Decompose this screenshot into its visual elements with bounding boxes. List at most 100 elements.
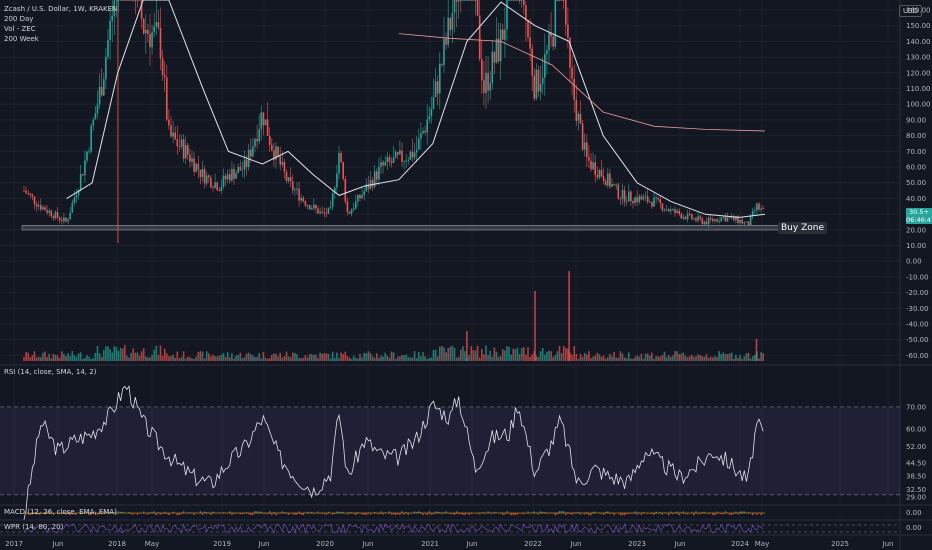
macd-histogram-bar [594,511,596,514]
candle-body [82,174,84,176]
candle-body [161,58,164,75]
candle-body [718,221,720,223]
candle-body [596,174,599,178]
macd-histogram-bar [353,513,355,514]
volume-bar [428,357,431,361]
candle-body [481,59,483,81]
legend-symbol: Zcash / U.S. Dollar, 1W, KRAKEN [4,5,118,13]
volume-bar [674,351,676,361]
macd-histogram-bar [512,513,514,515]
candle-body [684,216,687,220]
macd-histogram-bar [682,511,685,514]
macd-tick-label: 0.00 [906,509,922,517]
candle-body [523,0,525,6]
time-tick-label: Jun [570,540,582,548]
candle-body [65,217,67,222]
volume-bar [233,358,235,361]
macd-histogram-bar [422,513,424,516]
volume-bar [220,354,223,361]
volume-bar [672,355,674,361]
candle-body [657,197,659,200]
candle-body [292,181,294,191]
volume-bar [256,357,258,361]
currency-badge[interactable]: USD [899,5,922,17]
candle-body [189,154,191,162]
volume-bar [476,345,479,361]
macd-histogram-bar [703,511,706,514]
candle-body [271,144,273,151]
candle-body [401,150,403,162]
volume-bar [474,350,477,361]
volume-bar [516,347,519,361]
volume-bar [338,358,340,361]
time-tick-label: 2018 [108,540,126,548]
macd-histogram-bar [52,513,55,515]
volume-bar [716,357,718,361]
macd-histogram-bar [201,513,204,515]
macd-histogram-bar [388,511,391,514]
macd-histogram-bar [628,513,630,514]
volume-bar [294,352,296,361]
macd-histogram-bar [302,513,304,516]
candle-body [46,210,48,213]
candle-body [541,77,544,84]
volume-bar [527,347,529,361]
candle-body [306,205,309,206]
macd-histogram-bar [258,511,260,514]
volume-bar [184,358,187,361]
macd-histogram-bar [728,513,731,515]
candle-body [476,0,479,16]
volume-bar [63,353,65,361]
candle-body [205,175,208,184]
macd-histogram-bar [567,512,569,514]
volume-bar [107,346,109,361]
volume-bar [451,345,454,361]
volume-bar [52,353,55,361]
candle-body [325,212,328,214]
volume-bar [313,354,315,361]
candle-body [714,219,716,222]
macd-histogram-bar [180,513,183,515]
macd-histogram-bar [159,513,162,515]
volume-bar [556,351,559,361]
macd-histogram-bar [241,513,244,515]
volume-bar [705,354,708,361]
macd-histogram-bar [432,513,435,515]
macd-histogram-bar [678,513,680,516]
candle-body [413,152,416,158]
rsi-band [0,406,900,495]
price-tick-label: 150.00 [906,22,931,30]
price-tick-label: 80.00 [906,132,926,140]
price-tick-label: 110.00 [906,85,931,93]
candle-body [462,0,464,1]
volume-bar [195,356,197,361]
candle-body [380,162,382,167]
bar-countdown: 06:46:47 [906,216,932,224]
time-tick-label: Jun [258,540,270,548]
volume-bar [581,356,584,361]
macd-histogram-bar [315,513,317,514]
volume-bar [254,357,256,361]
candle-body [294,189,296,191]
volume-bar [342,354,344,361]
volume-bar [758,358,760,361]
volume-bar [718,351,720,361]
macd-histogram-bar [298,511,300,514]
candle-body [726,217,729,222]
candle-body [258,129,260,142]
candle-body [554,0,557,47]
volume-bar [128,357,130,361]
volume-bar [554,355,557,361]
volume-bar [226,352,229,361]
macd-histogram-bar [38,513,40,514]
volume-spike [534,291,536,361]
volume-bar [321,353,323,361]
volume-bar [487,355,489,361]
volume-bar [657,356,659,361]
candle-body [674,208,676,213]
candle-body [592,162,594,170]
macd-histogram-bar [493,511,496,514]
volume-bar [728,353,731,361]
legend-ma-200-day: 200 Day [4,15,34,23]
